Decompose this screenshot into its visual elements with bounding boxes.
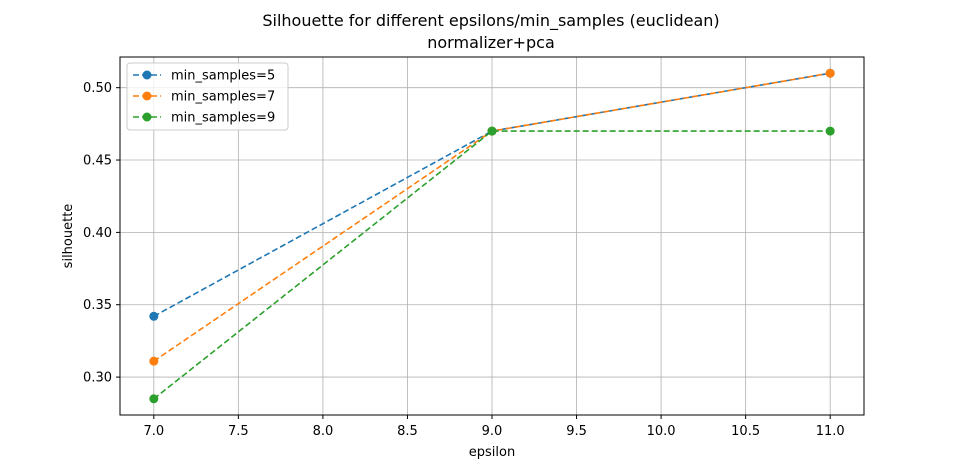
legend-label: min_samples=5 <box>171 69 275 84</box>
y-tick-label: 0.50 <box>83 81 112 96</box>
chart-title: Silhouette for different epsilons/min_sa… <box>262 11 719 31</box>
legend-label: min_samples=7 <box>171 90 275 105</box>
y-axis-label: silhouette <box>61 204 76 269</box>
legend-box <box>126 62 289 131</box>
y-ticks: 0.30 0.35 0.40 0.45 0.50 <box>83 81 120 386</box>
legend: min_samples=5 min_samples=7 min_samples=9 <box>126 62 289 131</box>
x-tick-label: 9.0 <box>482 424 503 439</box>
x-tick-label: 7.0 <box>143 424 164 439</box>
y-tick-label: 0.30 <box>83 371 112 386</box>
data-point <box>149 356 159 366</box>
legend-marker <box>142 70 152 80</box>
x-tick-label: 7.5 <box>228 424 249 439</box>
x-ticks: 7.0 7.5 8.0 8.5 9.0 9.5 10.0 10.5 11.0 <box>143 415 845 439</box>
x-tick-label: 10.5 <box>731 424 760 439</box>
series-line-1 <box>153 72 831 318</box>
x-tick-label: 10.0 <box>647 424 676 439</box>
legend-marker <box>142 91 152 101</box>
data-point <box>825 68 835 78</box>
legend-marker <box>142 112 152 122</box>
x-tick-label: 9.5 <box>566 424 587 439</box>
x-tick-label: 8.0 <box>313 424 334 439</box>
y-tick-label: 0.35 <box>83 298 112 313</box>
data-point <box>487 126 497 136</box>
y-tick-label: 0.45 <box>83 154 112 169</box>
legend-label: min_samples=9 <box>171 111 275 126</box>
data-point <box>825 126 835 136</box>
x-axis-label: epsilon <box>469 445 515 460</box>
data-point <box>149 394 159 404</box>
data-point <box>149 311 159 321</box>
series-group <box>149 68 835 404</box>
chart-subtitle: normalizer+pca <box>427 33 555 52</box>
x-tick-label: 11.0 <box>816 424 845 439</box>
y-tick-label: 0.40 <box>83 226 112 241</box>
x-tick-label: 8.5 <box>397 424 418 439</box>
